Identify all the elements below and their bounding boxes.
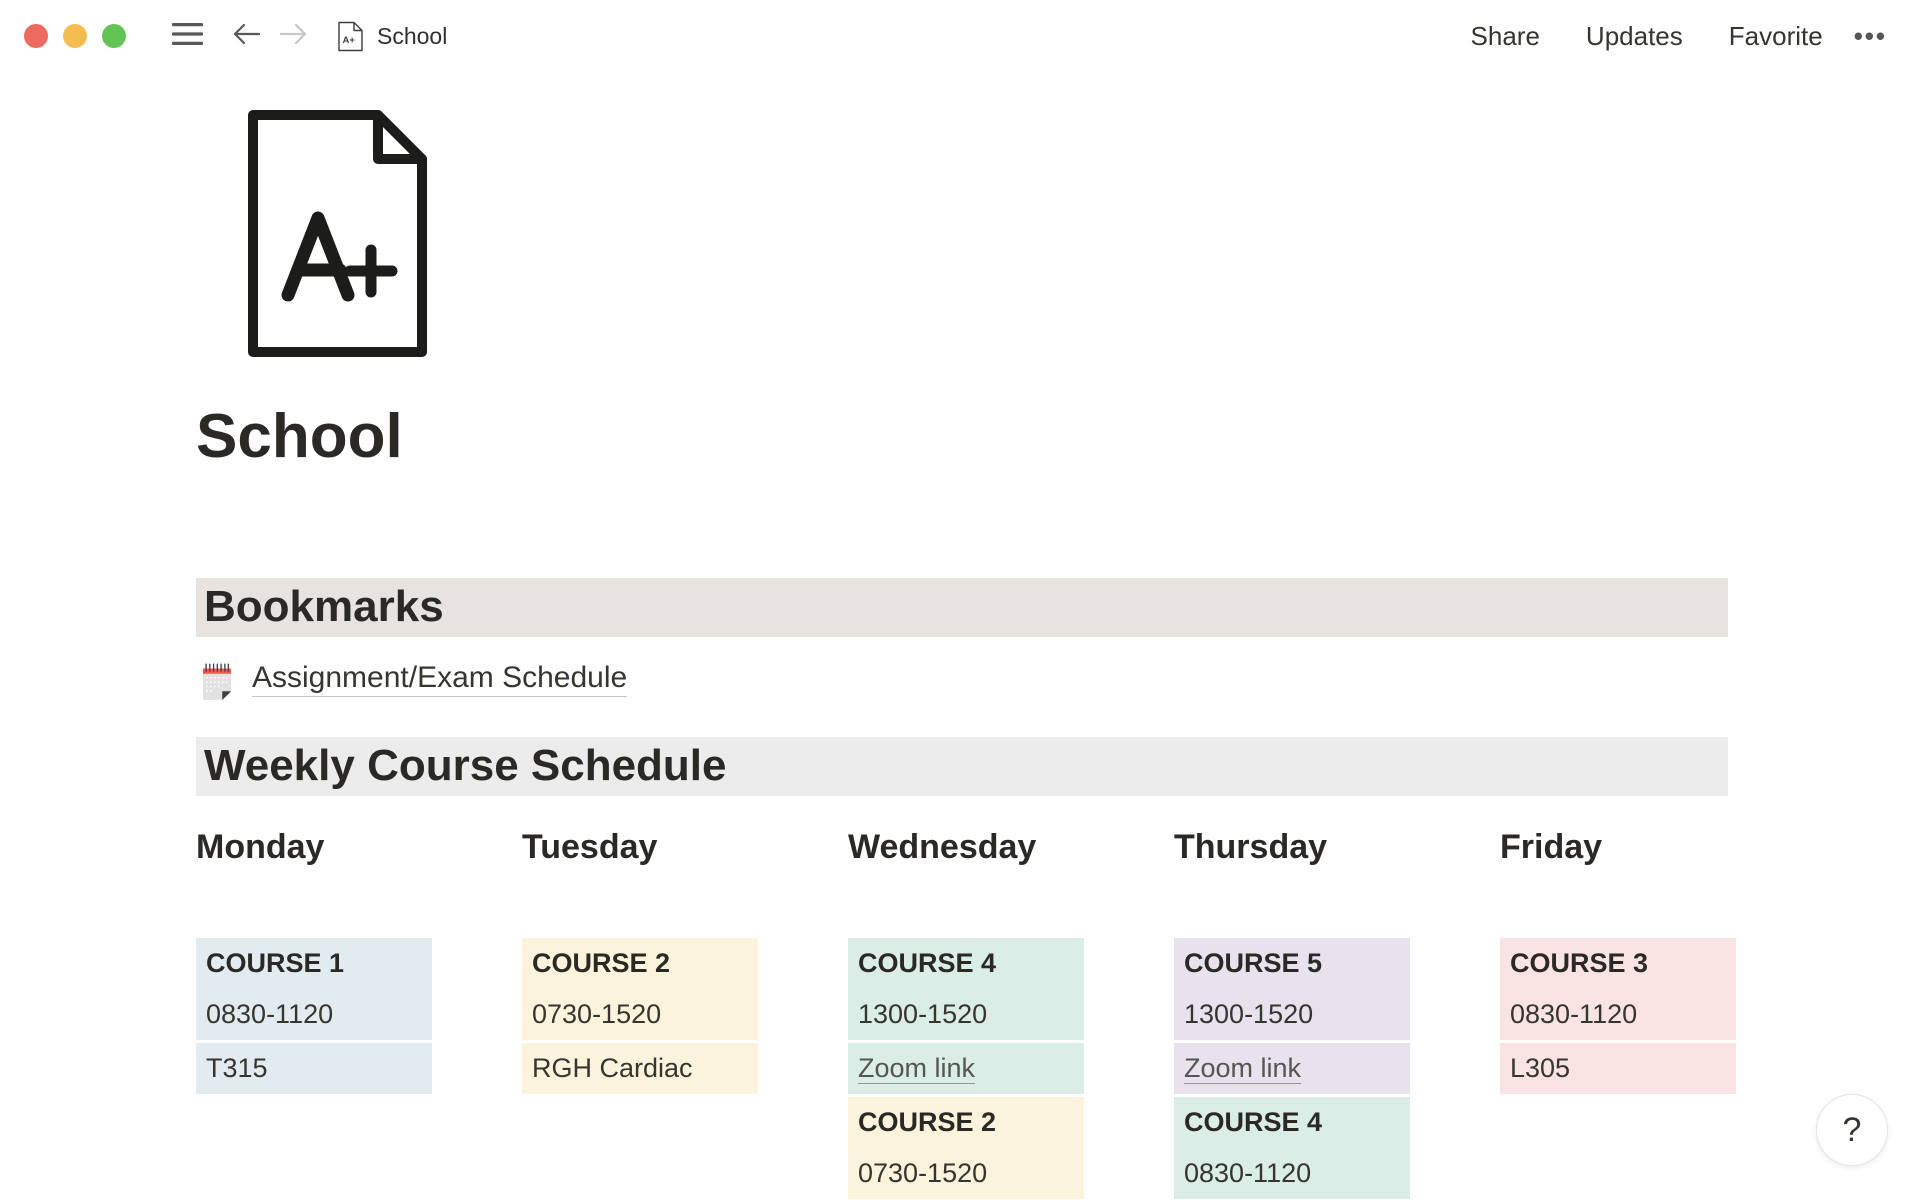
svg-text:A+: A+ xyxy=(343,35,356,46)
